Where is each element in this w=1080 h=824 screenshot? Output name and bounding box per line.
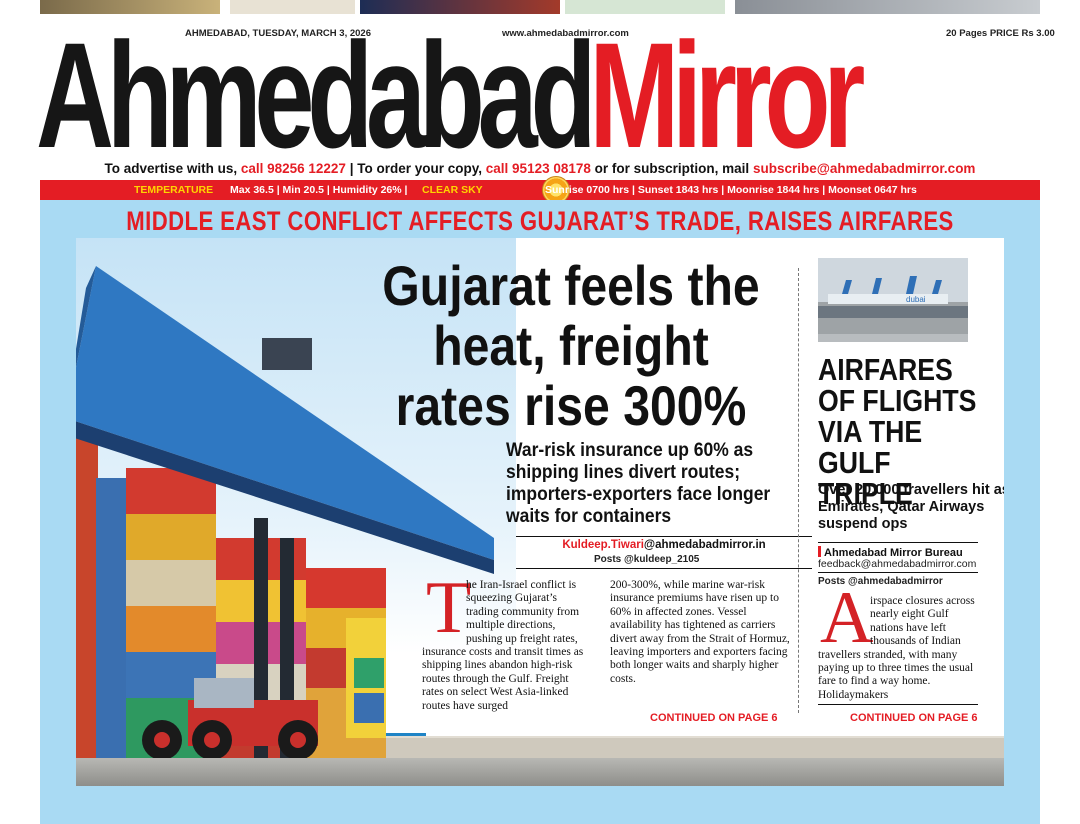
advertise-line: To advertise with us, call 98256 12227 |… bbox=[0, 161, 1080, 176]
side-email[interactable]: feedback@ahmedabadmirror.com bbox=[818, 558, 977, 570]
weather-bar: TEMPERATURE Max 36.5 | Min 20.5 | Humidi… bbox=[40, 176, 1040, 204]
temperature-label: TEMPERATURE bbox=[134, 184, 214, 196]
main-continued[interactable]: CONTINUED ON PAGE 6 bbox=[650, 712, 778, 724]
main-headline[interactable]: Gujarat feels the heat, freight rates ri… bbox=[382, 254, 760, 437]
kicker-headline: MIDDLE EAST CONFLICT AFFECTS GUJARAT’S T… bbox=[126, 206, 954, 236]
main-body-col2: 200-300%, while marine war-risk insuranc… bbox=[610, 579, 790, 685]
order-phone[interactable]: call 95123 08178 bbox=[485, 161, 591, 176]
main-deck: War-risk insurance up 60% as shipping li… bbox=[506, 440, 771, 527]
masthead-mirror: Mirror bbox=[589, 11, 865, 179]
subscribe-email[interactable]: subscribe@ahmedabadmirror.com bbox=[752, 161, 976, 176]
ad-phone[interactable]: call 98256 12227 bbox=[240, 161, 346, 176]
side-rule-3 bbox=[818, 704, 978, 705]
top-image-strip bbox=[40, 0, 1040, 14]
weather-condition: CLEAR SKY bbox=[422, 184, 483, 196]
side-continued[interactable]: CONTINUED ON PAGE 6 bbox=[850, 712, 978, 724]
side-bureau: Ahmedabad Mirror Bureau bbox=[818, 546, 963, 559]
lifted-container bbox=[76, 266, 494, 574]
column-divider bbox=[798, 268, 799, 713]
byline: Kuldeep.Tiwari@ahmedabadmirror.in bbox=[516, 539, 812, 551]
side-bureau-name: Ahmedabad Mirror Bureau bbox=[824, 547, 963, 559]
container-yard-photo bbox=[76, 266, 494, 768]
airport-photo: dubai bbox=[818, 258, 968, 342]
masthead-title: AhmedabadMirror bbox=[36, 20, 865, 170]
side-posts: Posts @ahmedabadmirror bbox=[818, 576, 943, 587]
side-rule bbox=[818, 542, 978, 543]
ad-text-3: or for subscription, mail bbox=[594, 161, 750, 176]
sun-moon-times: Sunrise 0700 hrs | Sunset 1843 hrs | Moo… bbox=[545, 184, 917, 196]
side-dropcap: A bbox=[820, 577, 874, 659]
byline-rule-bottom bbox=[516, 568, 812, 569]
byline-email[interactable]: @ahmedabadmirror.in bbox=[643, 539, 766, 551]
weather-stats: Max 36.5 | Min 20.5 | Humidity 26% | bbox=[230, 184, 408, 196]
main-body-col1: he Iran-Israel conflict is squeezing Guj… bbox=[422, 579, 584, 712]
ad-text-2: | To order your copy, bbox=[349, 161, 483, 176]
side-deck: Over 20,000 travellers hit as Emirates, … bbox=[818, 482, 1004, 532]
price: 20 Pages PRICE Rs 3.00 bbox=[946, 28, 1055, 39]
masthead-ahmedabad: Ahmedabad bbox=[36, 11, 597, 179]
lead-story-panel: Gujarat feels the heat, freight rates ri… bbox=[76, 238, 1004, 786]
ad-text-1: To advertise with us, bbox=[104, 161, 238, 176]
byline-posts: Posts @kuldeep_2105 bbox=[594, 554, 700, 565]
yard-ground bbox=[76, 758, 1004, 786]
dateline: AHMEDABAD, TUESDAY, MARCH 3, 2026 bbox=[185, 28, 371, 39]
yard-wall bbox=[386, 736, 1004, 762]
byline-rule bbox=[516, 536, 812, 537]
byline-name: Kuldeep.Tiwari bbox=[562, 539, 644, 551]
side-headline[interactable]: AIRFARES OF FLIGHTS VIA THE GULF TRIPLE bbox=[818, 352, 977, 511]
plane-livery-text: dubai bbox=[906, 295, 926, 304]
website: www.ahmedabadmirror.com bbox=[502, 28, 629, 39]
side-body: irspace closures across nearly eight Gul… bbox=[818, 595, 975, 701]
container-handler bbox=[142, 518, 318, 760]
main-dropcap: T bbox=[426, 567, 472, 649]
side-rule-2 bbox=[818, 572, 978, 573]
